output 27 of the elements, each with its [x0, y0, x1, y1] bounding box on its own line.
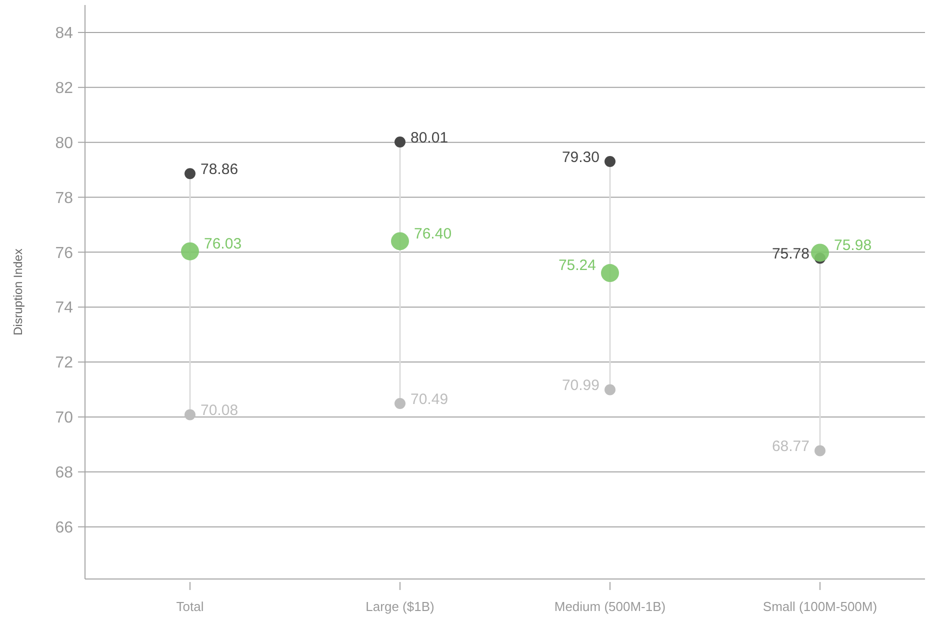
data-label: 79.30 — [562, 148, 600, 166]
x-tick-label: Large ($1B) — [366, 599, 434, 614]
y-tick-label: 80 — [55, 134, 74, 152]
data-label: 80.01 — [410, 129, 448, 146]
y-tick-label: 82 — [55, 80, 74, 97]
y-tick-label: 68 — [55, 464, 74, 482]
y-tick-label: 72 — [55, 354, 74, 372]
y-tick-label: 78 — [55, 190, 74, 207]
x-tick-label: Small (100M-500M) — [762, 599, 878, 614]
y-tick-label: 76 — [55, 244, 74, 262]
x-tick-label: Total — [176, 599, 204, 614]
data-label: 70.49 — [410, 390, 448, 408]
y-tick-label: 66 — [55, 519, 74, 536]
y-axis-title: Disruption Index — [11, 248, 25, 336]
data-label: 76.03 — [204, 236, 242, 253]
data-label: 68.77 — [772, 438, 810, 456]
data-label: 75.24 — [558, 257, 596, 274]
x-tick-label: Medium (500M-1B) — [554, 599, 666, 614]
y-tick-label: 74 — [55, 300, 74, 317]
data-label: 75.98 — [834, 236, 872, 254]
y-tick-label: 70 — [55, 410, 74, 427]
data-label: 75.78 — [772, 246, 810, 263]
data-label: 70.99 — [562, 377, 600, 394]
data-label: 76.40 — [414, 225, 452, 242]
data-label: 70.08 — [200, 402, 238, 420]
data-label: 78.86 — [200, 160, 238, 178]
y-tick-label: 84 — [55, 25, 74, 42]
